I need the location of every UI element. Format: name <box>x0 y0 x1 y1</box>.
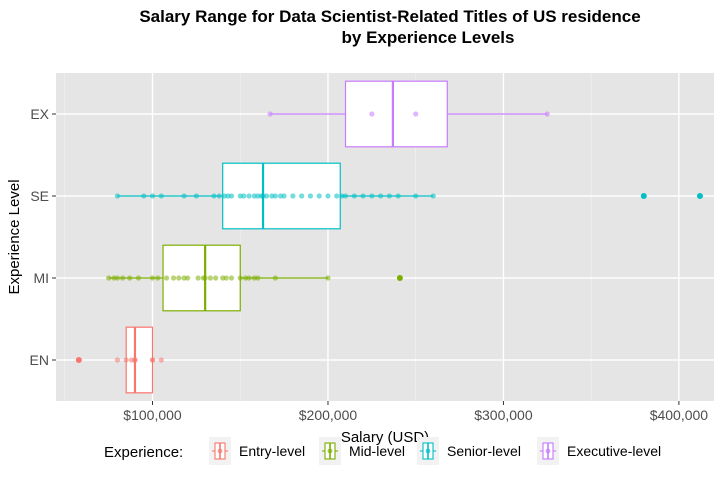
data-point <box>114 357 121 363</box>
data-point <box>413 193 419 199</box>
data-point <box>158 193 164 199</box>
data-point <box>386 193 392 199</box>
outlier-point <box>75 357 82 363</box>
data-point <box>544 111 550 117</box>
data-point <box>246 193 252 199</box>
data-point <box>267 111 273 117</box>
x-tick-label: $100,000 <box>123 407 182 423</box>
legend-label: Senior-level <box>447 443 521 459</box>
y-tick-label: SE <box>30 188 49 204</box>
data-point <box>195 275 201 281</box>
data-point <box>223 275 229 281</box>
data-point <box>163 275 170 281</box>
data-point <box>135 275 142 281</box>
data-point <box>132 357 138 363</box>
data-point <box>228 275 235 281</box>
data-point <box>216 193 222 199</box>
y-tick-label: EN <box>30 352 49 368</box>
y-tick-label: EX <box>30 106 49 122</box>
data-point <box>299 193 305 199</box>
data-point <box>141 193 147 199</box>
data-point <box>272 275 278 281</box>
data-point <box>378 193 384 199</box>
data-point <box>263 193 270 199</box>
data-point <box>176 275 182 281</box>
legend-label: Mid-level <box>349 443 405 459</box>
legend-label: Executive-level <box>567 443 661 459</box>
data-point <box>228 193 235 199</box>
data-point <box>120 275 126 281</box>
data-point <box>325 275 331 281</box>
outlier-point <box>396 275 403 281</box>
data-point <box>325 193 331 199</box>
y-axis: EN MI SE EX <box>30 106 56 368</box>
box-iqr <box>344 80 448 148</box>
data-point <box>123 357 129 363</box>
data-point <box>237 275 243 281</box>
data-point <box>149 275 156 281</box>
legend: Experience: Entry-level Mid-level Senior-l… <box>104 437 661 465</box>
outlier-point <box>696 193 703 199</box>
data-point <box>202 275 208 281</box>
legend-label: Entry-level <box>239 443 305 459</box>
data-point <box>170 275 177 281</box>
x-tick-label: $300,000 <box>474 407 533 423</box>
data-point <box>334 193 340 199</box>
data-point <box>241 193 247 199</box>
data-point <box>342 193 349 199</box>
y-axis-label: Experience Level <box>6 179 23 294</box>
data-point <box>307 193 314 199</box>
data-point <box>181 193 187 199</box>
data-point <box>351 193 357 199</box>
data-point <box>369 111 375 117</box>
x-tick-label: $200,000 <box>299 407 358 423</box>
legend-item-executive-level: Executive-level <box>537 437 661 465</box>
data-point <box>149 193 156 199</box>
data-point <box>114 193 121 199</box>
chart-title-line-2: by Experience Levels <box>342 28 515 47</box>
data-point <box>246 275 252 281</box>
data-point <box>213 275 219 281</box>
legend-key-point <box>425 448 431 454</box>
box-ex <box>270 80 548 148</box>
y-tick-label: MI <box>33 270 49 286</box>
data-point <box>149 357 156 363</box>
data-point <box>413 111 419 117</box>
points <box>106 111 550 363</box>
data-point <box>281 193 287 199</box>
data-point <box>193 193 199 199</box>
legend-title: Experience: <box>104 444 183 461</box>
data-point <box>158 357 164 363</box>
x-axis: $100,000 $200,000 $300,000 $400,000 <box>123 401 708 423</box>
legend-key-point <box>545 448 551 454</box>
outlier-point <box>640 193 647 199</box>
legend-key-point <box>217 448 223 454</box>
legend-key-point <box>327 448 333 454</box>
x-axis-label: Salary (USD) <box>341 429 429 446</box>
data-point <box>211 193 217 199</box>
x-tick-label: $400,000 <box>650 407 709 423</box>
data-point <box>106 275 112 281</box>
data-point <box>290 193 296 199</box>
data-point <box>185 275 191 281</box>
data-point <box>316 193 322 199</box>
chart-title-line-1: Salary Range for Data Scientist-Related … <box>139 7 640 26</box>
data-point <box>155 275 161 281</box>
legend-item-senior-level: Senior-level <box>417 437 521 465</box>
data-point <box>255 275 261 281</box>
data-point <box>360 193 366 199</box>
legend-item-entry-level: Entry-level <box>209 437 305 465</box>
data-point <box>395 193 401 199</box>
data-point <box>430 193 436 199</box>
data-point <box>272 193 278 199</box>
data-point <box>114 275 121 281</box>
data-point <box>369 193 375 199</box>
legend-item-mid-level: Mid-level <box>319 437 405 465</box>
data-point <box>127 275 133 281</box>
data-point <box>207 275 214 281</box>
